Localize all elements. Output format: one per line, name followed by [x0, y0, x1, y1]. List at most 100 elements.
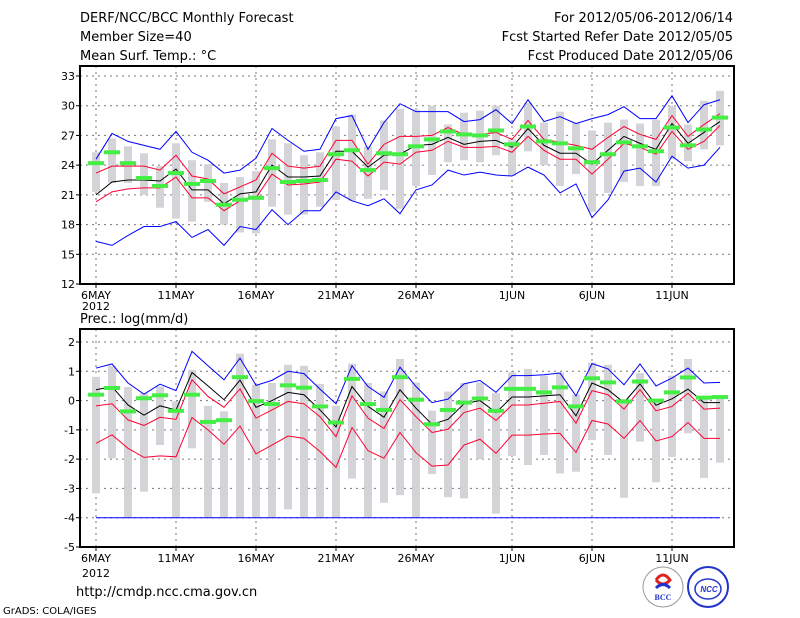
forecast-started-date: Fcst Started Refer Date 2012/05/05 [502, 30, 733, 45]
series-line-lower [95, 125, 721, 212]
chart-title: DERF/NCC/BCC Monthly Forecast [80, 11, 294, 26]
y-tick-label: 18 [61, 219, 75, 232]
y-tick-label: 21 [61, 189, 75, 202]
ensemble-range-bar [204, 405, 212, 518]
y-tick-label: 2 [68, 336, 75, 349]
ensemble-range-bar [396, 358, 404, 496]
observed-marker [88, 392, 104, 397]
ensemble-range-bar [476, 382, 484, 460]
observed-marker [680, 375, 696, 380]
y-tick-label: 27 [61, 129, 75, 142]
x-tick-label: 6MAY [81, 552, 111, 565]
ensemble-range-bar [188, 160, 196, 222]
observed-marker [568, 404, 584, 409]
ensemble-range-bar [108, 365, 116, 459]
observed-marker [152, 183, 168, 188]
ensemble-range-bar [348, 363, 356, 479]
observed-marker [664, 125, 680, 130]
x-tick-label: 1JUN [499, 552, 526, 565]
ensemble-range-bar [556, 111, 564, 186]
observed-marker [344, 148, 360, 153]
ensemble-range-bar [284, 364, 292, 510]
ensemble-range-bar [268, 139, 276, 207]
ensemble-range-bar [508, 139, 516, 177]
observed-marker [184, 181, 200, 186]
y-tick-label: 0 [68, 395, 75, 408]
x-tick-label: 11JUN [655, 552, 689, 565]
ensemble-range-bar [636, 373, 644, 442]
ensemble-range-bar [156, 386, 164, 446]
x-tick-label: 21MAY [318, 552, 355, 565]
footer-url[interactable]: http://cmdp.ncc.cma.gov.cn [76, 585, 257, 600]
observed-marker [120, 161, 136, 166]
ensemble-range-bar [236, 353, 244, 518]
y-tick-label: 24 [61, 159, 75, 172]
ensemble-range-bar [684, 358, 692, 434]
precip-panel-title: Prec.: log(mm/d) [80, 312, 188, 327]
y-tick-label: -4 [64, 512, 75, 525]
y-tick-label: 33 [61, 70, 75, 83]
observed-marker [440, 129, 456, 134]
observed-marker [648, 149, 664, 154]
observed-marker [296, 178, 312, 183]
ensemble-range-bar [140, 393, 148, 492]
observed-marker [104, 150, 120, 155]
panel-frame [79, 328, 735, 548]
observed-marker [216, 418, 232, 423]
observed-marker [472, 396, 488, 401]
observed-marker [360, 402, 376, 407]
observed-marker [648, 398, 664, 403]
observed-marker [696, 127, 712, 132]
observed-marker [552, 141, 568, 146]
ensemble-range-bar [92, 376, 100, 494]
observed-marker [440, 407, 456, 412]
ensemble-range-bar [444, 391, 452, 498]
ensemble-range-bar [428, 410, 436, 475]
observed-marker [536, 139, 552, 144]
ensemble-range-bar [668, 105, 676, 160]
observed-marker [200, 178, 216, 183]
observed-marker [376, 151, 392, 156]
ensemble-range-bar [668, 375, 676, 457]
observed-marker [664, 390, 680, 395]
observed-marker [312, 178, 328, 182]
ensemble-range-bar [364, 146, 372, 199]
series-line-max [95, 94, 721, 174]
series-line-min [95, 146, 721, 247]
ensemble-range-bar [332, 405, 340, 518]
year-label-bottom: 2012 [82, 567, 110, 580]
bcc-logo-text: BCC [655, 593, 672, 602]
observed-marker [136, 396, 152, 401]
ensemble-range-bar [332, 126, 340, 200]
observed-marker [200, 419, 216, 424]
x-tick-label: 11JUN [655, 289, 689, 302]
observed-marker [424, 137, 440, 142]
ensemble-range-bar [460, 383, 468, 499]
ensemble-range-bar [316, 383, 324, 518]
x-tick-label: 21MAY [318, 289, 355, 302]
ensemble-range-bar [348, 114, 356, 201]
observed-marker [168, 408, 184, 413]
observed-marker [712, 395, 728, 400]
observed-marker [120, 409, 136, 414]
observed-marker [568, 146, 584, 151]
observed-marker [248, 399, 264, 404]
observed-marker [280, 179, 296, 184]
grads-credit: GrADS: COLA/IGES [3, 606, 97, 617]
ensemble-range-bar [604, 364, 612, 456]
observed-marker [488, 128, 504, 133]
observed-marker [616, 399, 632, 404]
observed-marker [504, 386, 520, 391]
ensemble-range-bar [620, 399, 628, 498]
y-tick-label: 30 [61, 100, 75, 113]
observed-marker [712, 115, 728, 120]
observed-marker [104, 385, 120, 390]
observed-marker [168, 171, 184, 176]
observed-marker [360, 168, 376, 173]
ensemble-range-bar [508, 372, 516, 456]
observed-marker [408, 397, 424, 402]
x-tick-label: 6MAY [81, 289, 111, 302]
ensemble-range-bar [540, 375, 548, 456]
